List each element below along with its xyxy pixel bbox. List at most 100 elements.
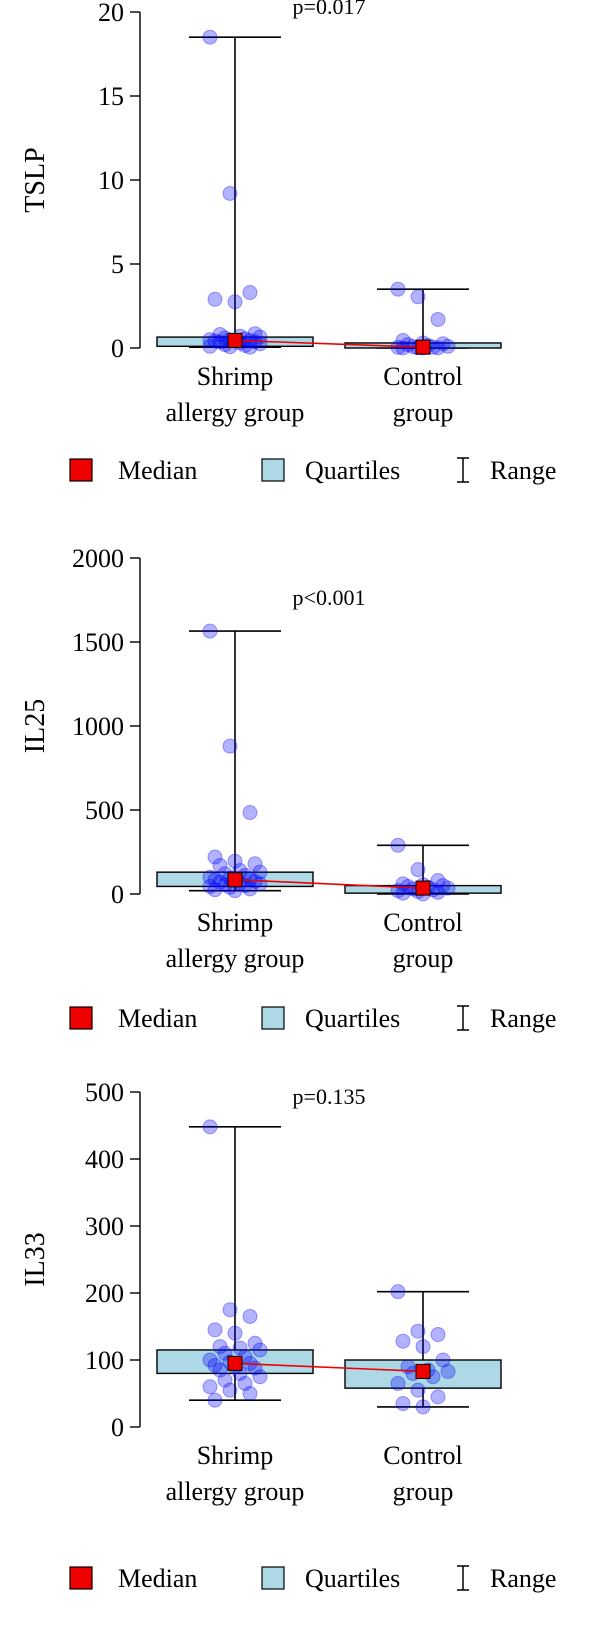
y-tick-label: 5 — [111, 250, 124, 279]
y-axis-label: IL25 — [20, 699, 51, 753]
data-point — [222, 738, 238, 754]
y-tick-label: 15 — [98, 82, 124, 111]
data-point — [242, 285, 258, 301]
x-category-label: Shrimp — [197, 1441, 274, 1470]
data-point — [207, 1357, 223, 1373]
x-category-label: group — [393, 944, 454, 973]
x-category-label: allergy group — [166, 944, 305, 973]
data-point — [435, 878, 451, 894]
data-point — [395, 340, 411, 356]
data-point — [242, 871, 258, 887]
data-point — [207, 1322, 223, 1338]
y-tick-label: 0 — [111, 1413, 124, 1442]
data-point — [202, 878, 218, 894]
data-point — [202, 869, 218, 885]
data-point — [410, 1382, 426, 1398]
y-tick-label: 0 — [111, 880, 124, 909]
data-point — [252, 336, 268, 352]
data-point — [227, 294, 243, 310]
data-point — [207, 333, 223, 349]
legend-quartiles-label: Quartiles — [305, 456, 400, 485]
legend-range-label: Range — [490, 456, 556, 485]
legend: Median Quartiles Range — [69, 1004, 556, 1033]
data-point — [212, 1362, 228, 1378]
legend-quartiles-swatch — [261, 1566, 285, 1590]
x-category-label: group — [393, 1477, 454, 1506]
legend: Median Quartiles Range — [69, 1564, 556, 1593]
data-point — [390, 837, 406, 853]
data-point — [410, 289, 426, 305]
data-point — [212, 874, 228, 890]
y-tick-label: 500 — [85, 1078, 124, 1107]
data-point — [395, 332, 411, 348]
x-category-label: Shrimp — [197, 362, 274, 391]
data-point — [252, 1342, 268, 1358]
data-point — [252, 1369, 268, 1385]
legend-quartiles-label: Quartiles — [305, 1004, 400, 1033]
y-tick-label: 1000 — [72, 712, 124, 741]
data-point — [242, 805, 258, 821]
legend-range-label: Range — [490, 1004, 556, 1033]
chart-panel-il33: 0 100 200 300 400 500 IL33 p=0.135 Shrimp allergy… — [20, 1078, 556, 1593]
data-point — [430, 311, 446, 327]
legend-range-label: Range — [490, 1564, 556, 1593]
y-tick-label: 500 — [85, 796, 124, 825]
median-marker — [415, 339, 431, 355]
x-category-label: group — [393, 398, 454, 427]
data-point — [430, 884, 446, 900]
data-point — [390, 281, 406, 297]
data-point — [242, 881, 258, 897]
data-point — [430, 1327, 446, 1343]
x-category-label: Control — [383, 362, 462, 391]
legend-median-label: Median — [118, 1564, 197, 1593]
data-point — [440, 1363, 456, 1379]
data-point — [202, 332, 218, 348]
y-tick-label: 10 — [98, 166, 124, 195]
y-tick-label: 300 — [85, 1212, 124, 1241]
legend-median-swatch — [69, 458, 93, 482]
data-point — [212, 857, 228, 873]
y-tick-label: 200 — [85, 1279, 124, 1308]
y-tick-label: 400 — [85, 1145, 124, 1174]
y-tick-label: 2000 — [72, 544, 124, 573]
data-point — [415, 1399, 431, 1415]
data-point — [440, 338, 456, 354]
data-point — [415, 1339, 431, 1355]
data-point — [390, 1375, 406, 1391]
y-axis-label: IL33 — [20, 1232, 51, 1286]
data-point — [242, 1308, 258, 1324]
data-point — [227, 1325, 243, 1341]
data-point — [212, 334, 228, 350]
x-category-label: allergy group — [166, 398, 305, 427]
data-point — [222, 1302, 238, 1318]
data-point — [222, 185, 238, 201]
data-point — [242, 1386, 258, 1401]
data-point — [410, 1323, 426, 1339]
x-category-label: Control — [383, 908, 462, 937]
data-point — [395, 1396, 411, 1412]
median-marker — [227, 872, 243, 888]
data-point — [217, 1372, 233, 1388]
data-point — [207, 291, 223, 307]
legend-quartiles-swatch — [261, 1006, 285, 1030]
data-point — [430, 873, 446, 889]
data-point — [400, 337, 416, 353]
median-marker — [227, 332, 243, 348]
data-point — [212, 327, 228, 343]
data-point — [252, 864, 268, 880]
legend-quartiles-label: Quartiles — [305, 1564, 400, 1593]
data-point — [237, 1375, 253, 1391]
p-value-label: p=0.135 — [293, 1084, 366, 1109]
data-point — [207, 872, 223, 888]
data-point — [395, 1333, 411, 1349]
legend-quartiles-swatch — [261, 458, 285, 482]
p-value-label: p=0.017 — [293, 0, 366, 19]
median-connector — [234, 1362, 424, 1373]
chart-panel-tslp: 0 5 10 15 20 TSLP p=0.017 Shrimp allergy group Co… — [20, 0, 556, 485]
data-point — [390, 339, 406, 355]
data-point — [390, 1284, 406, 1300]
y-tick-label: 20 — [98, 0, 124, 27]
data-point — [395, 885, 411, 901]
data-point — [222, 1382, 238, 1398]
